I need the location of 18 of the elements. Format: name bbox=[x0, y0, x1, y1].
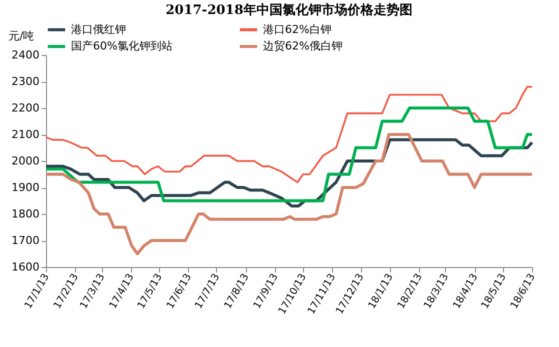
y-tick-label: 2400 bbox=[12, 48, 40, 62]
chart-title: 2017-2018年中国氯化钾市场价格走势图 bbox=[166, 2, 412, 18]
y-tick-label: 2200 bbox=[12, 102, 40, 114]
line-series bbox=[44, 106, 534, 202]
y-tick-label: 2300 bbox=[12, 75, 40, 88]
line-series bbox=[44, 133, 534, 256]
y-axis-title: 元/吨 bbox=[8, 30, 34, 42]
y-tick-label: 1600 bbox=[12, 260, 40, 274]
line-series bbox=[45, 86, 533, 184]
legend-label: 国产60%氯化钾到站 bbox=[71, 40, 172, 52]
y-tick-label: 1700 bbox=[12, 234, 40, 247]
y-tick-label: 2100 bbox=[12, 128, 40, 141]
legend-label: 港口俄红钾 bbox=[71, 22, 126, 36]
legend-label: 港口62%白钾 bbox=[263, 22, 332, 36]
y-tick-label: 1900 bbox=[12, 181, 40, 194]
y-tick-label: 2000 bbox=[12, 154, 40, 168]
legend-label: 边贸62%俄白钾 bbox=[263, 40, 342, 52]
y-tick-label: 1800 bbox=[12, 208, 40, 220]
